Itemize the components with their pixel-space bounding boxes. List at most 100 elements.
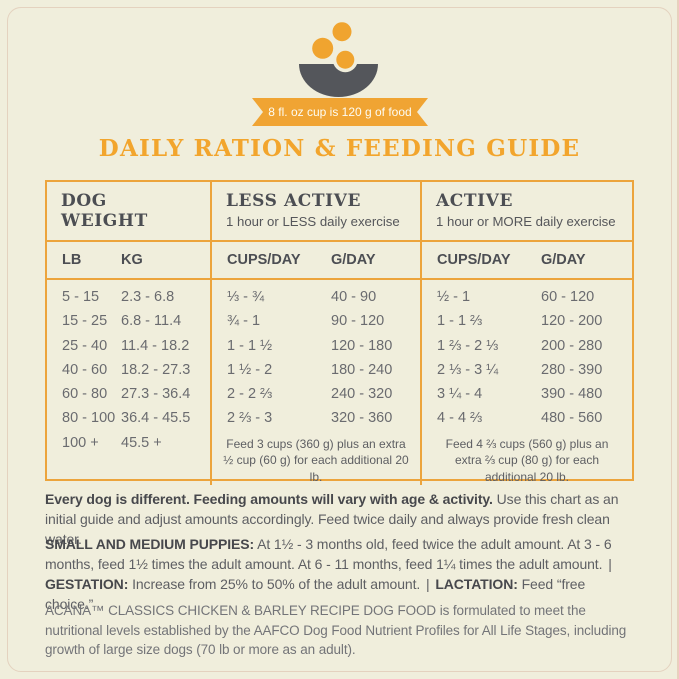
package-edge-line [677,0,679,679]
kg-value: 11.4 - 18.2 [121,337,190,354]
section-title-line1: DOG [61,191,107,211]
grams-value: 390 - 480 [541,386,603,403]
kg-value: 6.8 - 11.4 [121,313,182,330]
lb-value: 80 - 100 [62,410,116,427]
col-header-cups-day: CUPS/DAY [227,252,301,268]
table-row: 60 - 80 27.3 - 36.4 [47,382,210,406]
kibble-bowl-icon [299,22,378,97]
table-row: 100 + 45.5 + [47,431,210,455]
active-section: ACTIVE 1 hour or MORE daily exercise CUP… [420,182,632,486]
table-row: 40 - 60 18.2 - 27.3 [47,358,210,382]
cups-value: 4 - 4 ⅔ [437,410,483,427]
aafco-statement: ACANA™ CLASSICS CHICKEN & BARLEY RECIPE … [45,603,627,657]
lb-value: 40 - 60 [62,361,108,378]
grams-value: 320 - 360 [331,410,393,427]
dog-weight-section: DOG WEIGHT LB KG 5 - 15 2.3 - 6.8 15 - 25… [47,182,210,485]
less-active-extra-note: Feed 3 cups (360 g) plus an extra ½ cup … [223,436,409,484]
cups-value: ⅓ - ¾ [227,289,265,305]
cups-value: 1 - 1 ½ [227,337,273,354]
table-row: 2 ⅓ - 3 ¼ 280 - 390 [422,358,632,382]
table-row: 25 - 40 11.4 - 18.2 [47,334,210,358]
life-stage-note: SMALL AND MEDIUM PUPPIES: At 1½ - 3 mont… [45,534,636,614]
cups-value: 1 ⅔ - 2 ⅓ [437,337,499,354]
grams-value: 40 - 90 [331,289,377,305]
lactation-label: LACTATION: [435,576,518,592]
table-row: 1 - 1 ⅔ 120 - 200 [422,309,632,333]
page-title: DAILY RATION & FEEDING GUIDE [98,135,581,162]
active-body: ½ - 1 60 - 120 1 - 1 ⅔ 120 - 200 1 ⅔ - 2 ⅓… [422,280,632,485]
table-row: 2 - 2 ⅔ 240 - 320 [212,382,420,406]
table-row: 1 - 1 ½ 120 - 180 [212,334,420,358]
cups-value: 1 ½ - 2 [227,361,273,378]
feeding-note-rest: Use this chart as an initial guide and a… [45,491,619,547]
grams-value: 240 - 320 [331,386,393,403]
kg-value: 18.2 - 27.3 [121,361,191,378]
less-active-section: LESS ACTIVE 1 hour or LESS daily exercis… [210,182,420,486]
kg-value: 27.3 - 36.4 [121,386,191,403]
table-row: 1 ½ - 2 180 - 240 [212,358,420,382]
less-active-body: ⅓ - ¾ 40 - 90 ¾ - 1 90 - 120 1 - 1 ½ 120 - … [212,280,420,485]
cups-value: 2 - 2 ⅔ [227,386,273,403]
grams-value: 90 - 120 [331,313,385,330]
table-row: 80 - 100 36.4 - 45.5 [47,406,210,430]
section-title: LESS ACTIVE [226,191,362,211]
grams-value: 180 - 240 [331,361,393,378]
table-row: 5 - 15 2.3 - 6.8 [47,285,210,309]
lb-value: 15 - 25 [62,313,108,330]
grams-value: 60 - 120 [541,289,595,305]
section-subtitle: 1 hour or MORE daily exercise [436,214,616,229]
dog-weight-subheader: LB KG [47,242,210,280]
general-feeding-note: Every dog is different. Feeding amounts … [45,489,636,549]
less-active-header: LESS ACTIVE 1 hour or LESS daily exercis… [212,182,420,242]
lb-value: 60 - 80 [62,386,108,403]
grams-value: 200 - 280 [541,337,603,354]
gestation-label: GESTATION: [45,576,129,592]
lb-value: 100 + [62,434,99,451]
grams-value: 280 - 390 [541,361,603,378]
table-row: ½ - 1 60 - 120 [422,285,632,309]
cups-value: 3 ¼ - 4 [437,386,483,403]
kg-value: 2.3 - 6.8 [121,289,175,305]
less-active-subheader: CUPS/DAY G/DAY [212,242,420,280]
section-subtitle: 1 hour or LESS daily exercise [226,214,400,229]
col-header-kg: KG [121,252,143,268]
lb-value: 5 - 15 [62,289,100,305]
col-header-cups-day: CUPS/DAY [437,252,511,268]
puppies-text: At 1½ - 3 months old, feed twice the adu… [45,536,612,572]
table-row: 15 - 25 6.8 - 11.4 [47,309,210,333]
cup-measure-badge: 8 fl. oz cup is 120 g of food [252,98,428,126]
gestation-text: Increase from 25% to 50% of the adult am… [132,576,421,592]
separator: | [608,556,612,572]
active-subheader: CUPS/DAY G/DAY [422,242,632,280]
cups-value: 1 - 1 ⅔ [437,313,483,330]
table-row: ¾ - 1 90 - 120 [212,309,420,333]
ribbon-banner-shape [252,98,428,126]
section-title-line2: WEIGHT [61,211,148,231]
table-row: 4 - 4 ⅔ 480 - 560 [422,406,632,430]
feeding-note-bold: Every dog is different. Feeding amounts … [45,491,493,507]
table-row: 3 ¼ - 4 390 - 480 [422,382,632,406]
active-extra-note: Feed 4 ⅔ cups (560 g) plus an extra ⅔ cu… [445,436,609,484]
section-title: ACTIVE [436,191,514,211]
col-header-g-day: G/DAY [331,252,376,268]
puppies-label: SMALL AND MEDIUM PUPPIES: [45,536,255,552]
grams-value: 480 - 560 [541,410,603,427]
grams-value: 120 - 200 [541,313,603,330]
kg-value: 36.4 - 45.5 [121,410,191,427]
kg-value: 45.5 + [121,434,162,451]
lactation-text: Feed “free choice.” [45,576,586,612]
col-header-g-day: G/DAY [541,252,586,268]
cups-value: 2 ⅓ - 3 ¼ [437,361,499,378]
feeding-guide-table: DOG WEIGHT LB KG 5 - 15 2.3 - 6.8 15 - 25… [45,180,634,486]
cup-measure-text: 8 fl. oz cup is 120 g of food [268,105,412,119]
lb-value: 25 - 40 [62,337,108,354]
separator: | [425,576,430,592]
active-header: ACTIVE 1 hour or MORE daily exercise [422,182,632,242]
table-row: ⅓ - ¾ 40 - 90 [212,285,420,309]
col-header-lb: LB [62,252,82,268]
dog-weight-header: DOG WEIGHT [47,182,210,242]
cups-value: 2 ⅔ - 3 [227,410,273,427]
dog-weight-body: 5 - 15 2.3 - 6.8 15 - 25 6.8 - 11.4 25 - 4… [47,280,210,455]
table-row: 1 ⅔ - 2 ⅓ 200 - 280 [422,334,632,358]
cups-value: ¾ - 1 [227,313,261,330]
